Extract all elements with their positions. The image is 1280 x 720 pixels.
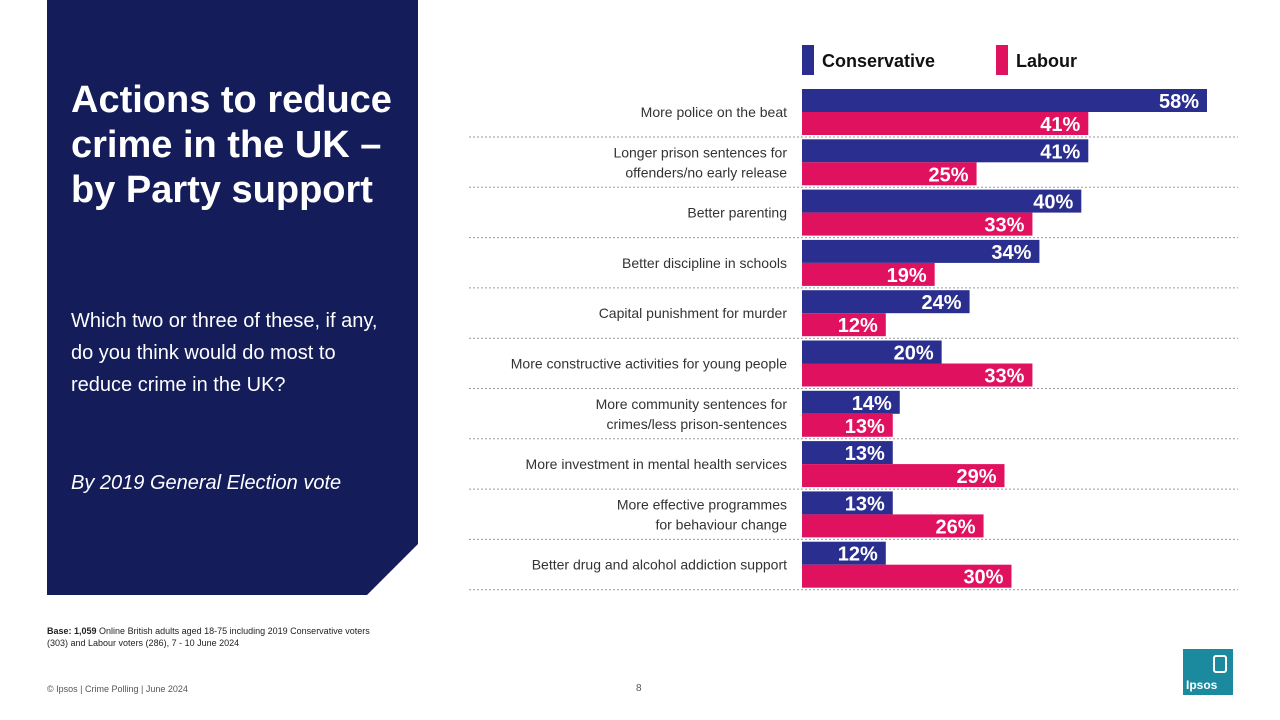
value-label-conservative: 40% [1033, 192, 1073, 214]
base-note-text: Online British adults aged 18-75 includi… [47, 626, 370, 648]
category-label: Better parenting [687, 205, 787, 221]
bar-labour [802, 212, 1033, 236]
page-title: Actions to reduce crime in the UK – by P… [71, 79, 392, 211]
value-label-labour: 25% [929, 164, 969, 186]
category-label-line: More police on the beat [641, 104, 787, 120]
ipsos-logo: Ipsos [1183, 649, 1233, 695]
category-label-line: Better drug and alcohol addiction suppor… [532, 557, 787, 573]
footer-text: © Ipsos | Crime Polling | June 2024 [47, 684, 188, 694]
bar-conservative [802, 390, 900, 414]
category-label: More community sentences for crimes/less … [596, 396, 788, 432]
category-label: Longer prison sentences for offenders/no … [613, 144, 787, 180]
chart-subtitle: By 2019 General Election vote [71, 472, 342, 494]
bar-labour [802, 564, 1012, 588]
value-label-labour: 29% [956, 466, 996, 488]
category-label-line: More community sentences for [596, 396, 788, 412]
category-label: More effective programmes for behaviour c… [617, 496, 787, 532]
value-label-labour: 13% [845, 416, 885, 438]
value-label-conservative: 58% [1159, 91, 1199, 113]
bar-conservative [802, 541, 886, 565]
bar-conservative [802, 139, 1089, 163]
value-label-labour: 33% [984, 366, 1024, 388]
bar-labour [802, 313, 886, 337]
category-label-line: More effective programmes [617, 496, 787, 512]
value-label-conservative: 20% [894, 343, 934, 365]
title-panel: Actions to reduce crime in the UK – by P… [47, 0, 418, 595]
legend-swatch-conservative [802, 45, 814, 75]
legend-label-labour: Labour [1016, 51, 1077, 71]
category-label-line: crimes/less prison-sentences [606, 416, 787, 432]
category-label: More investment in mental health service… [526, 456, 787, 472]
bar-conservative [802, 189, 1082, 213]
value-label-conservative: 41% [1040, 141, 1080, 163]
bar-conservative [802, 491, 893, 515]
category-label-line: offenders/no early release [625, 164, 787, 180]
base-note-bold: Base: 1,059 [47, 626, 97, 636]
value-label-labour: 26% [936, 516, 976, 538]
category-label-line: Better parenting [687, 205, 787, 221]
category-label: More police on the beat [641, 104, 787, 120]
base-note: Base: 1,059 Online British adults aged 1… [47, 625, 377, 649]
value-label-conservative: 34% [991, 242, 1031, 264]
value-label-conservative: 13% [845, 493, 885, 515]
survey-question: Which two or three of these, if any, do … [71, 310, 378, 396]
value-label-conservative: 12% [838, 544, 878, 566]
logo-text: Ipsos [1186, 678, 1218, 692]
category-label: Better drug and alcohol addiction suppor… [532, 557, 787, 573]
page-number: 8 [636, 683, 642, 694]
bar-labour [802, 514, 984, 538]
bar-labour [802, 112, 1089, 135]
bar-conservative [802, 290, 970, 314]
value-label-conservative: 14% [852, 393, 892, 415]
category-label-line: More investment in mental health service… [526, 456, 787, 472]
value-label-labour: 33% [984, 215, 1024, 237]
bar-labour [802, 363, 1033, 387]
bar-labour [802, 464, 1005, 488]
value-label-labour: 19% [887, 265, 927, 287]
legend-label-conservative: Conservative [822, 51, 935, 71]
value-label-conservative: 13% [845, 443, 885, 465]
bar-labour [802, 262, 935, 286]
party-bar-chart: Conservative Labour More police on the bea… [469, 45, 1238, 591]
logo-mark-icon [1213, 655, 1227, 673]
category-label: Better discipline in schools [622, 255, 787, 271]
category-label-line: Better discipline in schools [622, 255, 787, 271]
value-label-labour: 30% [963, 567, 1003, 589]
category-label: Capital punishment for murder [599, 305, 788, 321]
legend-swatch-labour [996, 45, 1008, 75]
bar-conservative [802, 441, 893, 465]
value-label-conservative: 24% [922, 292, 962, 314]
value-label-labour: 12% [838, 315, 878, 337]
category-label-line: Capital punishment for murder [599, 305, 788, 321]
category-label-line: for behaviour change [655, 516, 787, 532]
value-label-labour: 41% [1040, 114, 1080, 136]
bar-labour [802, 162, 977, 186]
category-label-line: Longer prison sentences for [613, 144, 787, 160]
bar-conservative [802, 239, 1040, 263]
bar-labour [802, 413, 893, 437]
category-label: More constructive activities for young p… [511, 356, 787, 372]
bar-conservative [802, 89, 1207, 112]
category-label-line: More constructive activities for young p… [511, 356, 787, 372]
bar-conservative [802, 340, 942, 364]
